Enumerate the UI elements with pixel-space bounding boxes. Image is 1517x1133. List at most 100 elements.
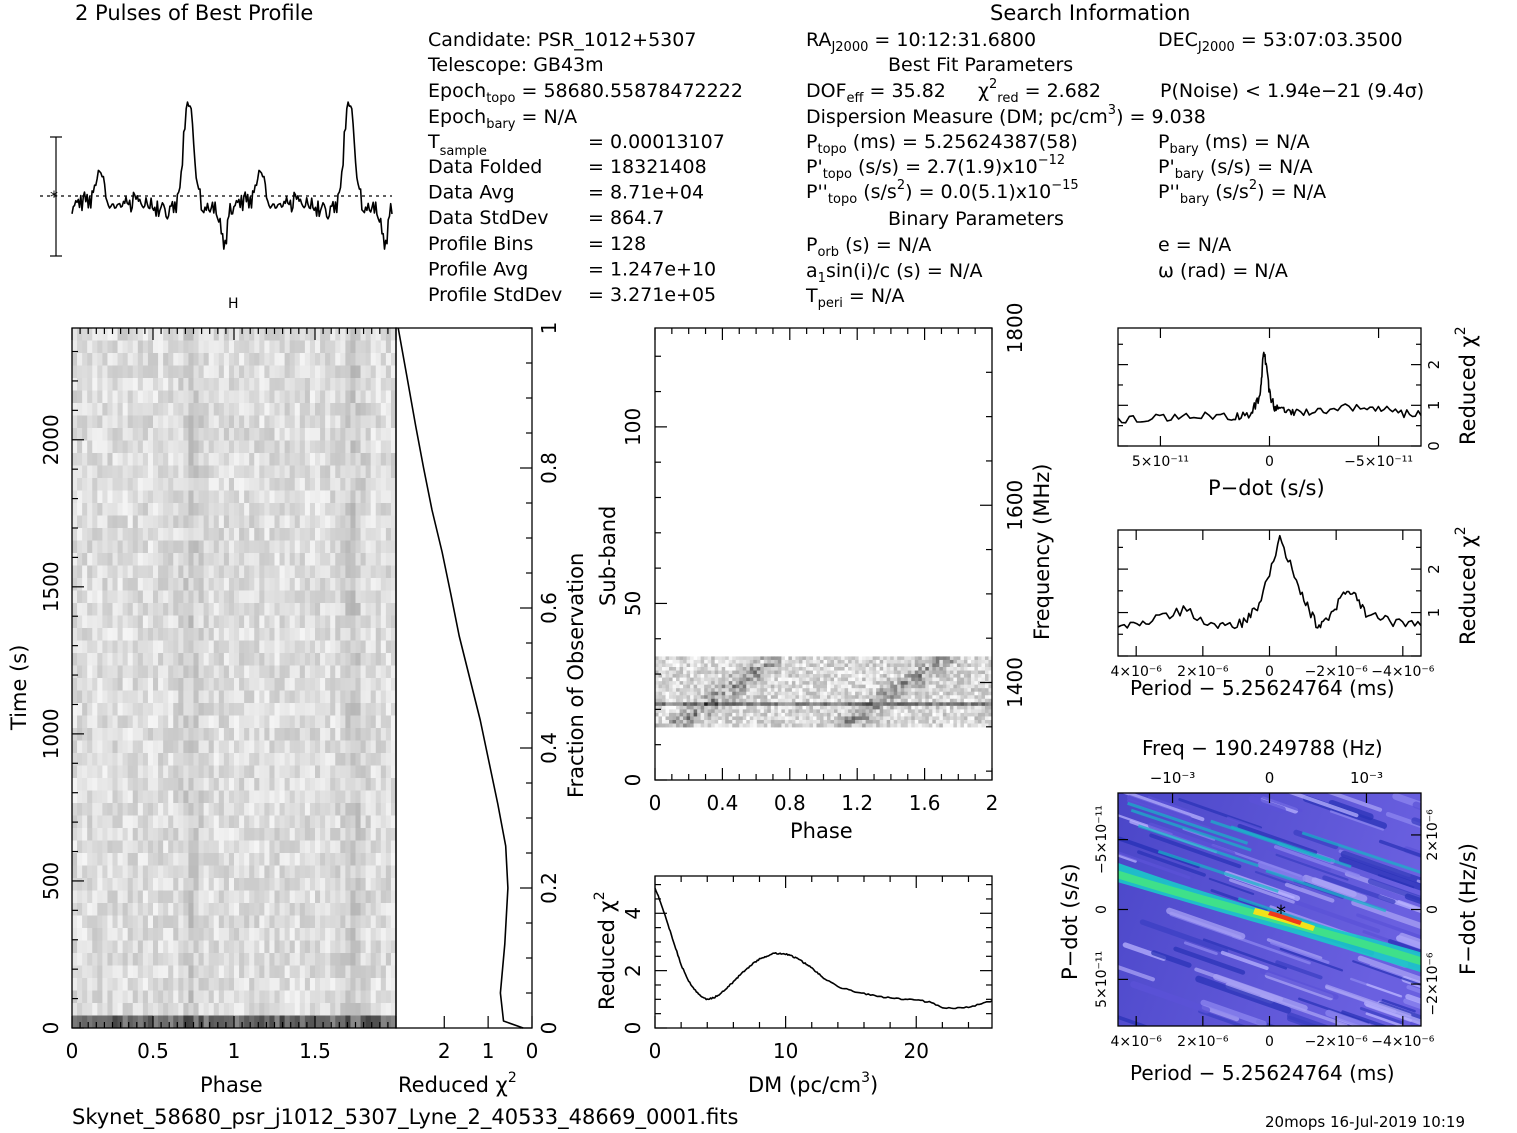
tp-cell — [320, 390, 326, 404]
sb-cell — [900, 656, 905, 661]
tp-cell — [355, 365, 361, 379]
tp-cell — [153, 803, 159, 816]
tp-cell — [320, 590, 326, 604]
tp-cell — [87, 803, 93, 816]
tp-cell — [375, 715, 382, 729]
sb-cell — [788, 684, 793, 689]
tp-cell — [254, 740, 260, 754]
tp-cell — [132, 1015, 139, 1028]
sb-cell — [869, 688, 874, 693]
tp-cell — [223, 403, 230, 416]
sb-cell — [935, 674, 940, 678]
tp-cell — [72, 915, 78, 929]
tp-cell — [350, 590, 356, 604]
tp-cell — [193, 890, 199, 904]
sb-cell — [939, 663, 944, 668]
tp-cell — [203, 715, 210, 729]
tp-cell — [127, 878, 134, 891]
tp-cell — [92, 790, 98, 804]
tp-cell — [330, 615, 336, 629]
sb-cell — [749, 684, 754, 689]
sb-cell — [886, 681, 891, 686]
tp-cell — [375, 628, 382, 641]
sb-cell — [728, 659, 733, 664]
tp-cell — [380, 665, 387, 679]
tp-cell — [289, 915, 296, 929]
sb-cell — [872, 659, 877, 664]
tp-cell — [365, 565, 372, 579]
tp-cell — [173, 528, 179, 541]
tp-cell — [289, 340, 296, 354]
sb-cell — [739, 656, 744, 661]
tp-cell — [390, 728, 396, 741]
tp-cell — [365, 678, 372, 691]
tp-cell — [183, 928, 189, 941]
tp-cell — [385, 428, 392, 441]
tp-cell — [132, 415, 139, 429]
sb-cell — [746, 656, 751, 661]
tp-cell — [390, 578, 396, 591]
tp-cell — [315, 365, 321, 379]
tp-cell — [92, 553, 98, 566]
tp-cell — [309, 340, 316, 354]
tp-cell — [127, 1003, 134, 1016]
tp-cell — [127, 803, 134, 816]
tp-cell — [244, 640, 250, 654]
sb-cell — [984, 684, 989, 689]
tp-cell — [274, 565, 280, 579]
sb-cell — [742, 667, 747, 671]
tp-cell — [289, 628, 296, 641]
sb-cell — [911, 684, 916, 689]
sb-cell — [662, 663, 666, 668]
tp-cell — [309, 765, 316, 779]
tp-cell — [228, 390, 235, 404]
tp-cell — [158, 940, 164, 954]
tp-cell — [72, 715, 78, 729]
sb-cell — [914, 663, 919, 668]
sb-cell — [907, 659, 912, 664]
tp-cell — [249, 653, 255, 666]
tp-cell — [309, 428, 316, 441]
tp-cell — [153, 440, 159, 454]
tp-cell — [153, 690, 159, 704]
tp-cell — [284, 590, 291, 604]
tp-cell — [309, 478, 316, 491]
tp-cell — [340, 515, 346, 529]
tp-cell — [173, 790, 179, 804]
sb-cell — [834, 688, 838, 693]
tp-cell — [294, 503, 301, 516]
tp-cell — [173, 890, 179, 904]
sb-cell — [977, 677, 982, 682]
tp-cell — [188, 340, 194, 354]
sb-cell — [788, 695, 793, 700]
tp-cell — [158, 928, 164, 941]
tp-cell — [193, 790, 199, 804]
tp-cell — [380, 953, 387, 966]
sb-cell — [658, 688, 663, 693]
tp-cell — [142, 1015, 149, 1028]
tp-cell — [289, 815, 296, 829]
tp-cell — [147, 840, 154, 854]
tp-cell — [218, 840, 225, 854]
tp-cell — [365, 765, 372, 779]
tp-cell — [203, 465, 210, 479]
tp-cell — [385, 828, 392, 841]
tp-cell — [375, 503, 382, 516]
tp-cell — [112, 953, 118, 966]
sb-cell — [711, 667, 716, 671]
tp-cell — [87, 428, 93, 441]
tp-cell — [360, 453, 367, 466]
tp-cell — [173, 490, 179, 504]
sb-cell — [683, 677, 687, 682]
tp-cell — [249, 928, 255, 941]
tp-cell — [299, 790, 306, 804]
tp-cell — [325, 628, 331, 641]
sb-cell — [683, 659, 687, 664]
tp-cell — [264, 890, 270, 904]
tp-cell — [158, 740, 164, 754]
tp-cell — [299, 565, 306, 579]
tp-cell — [390, 615, 396, 629]
sb-cell — [788, 688, 793, 693]
tp-cell — [92, 378, 98, 391]
tp-cell — [218, 553, 225, 566]
